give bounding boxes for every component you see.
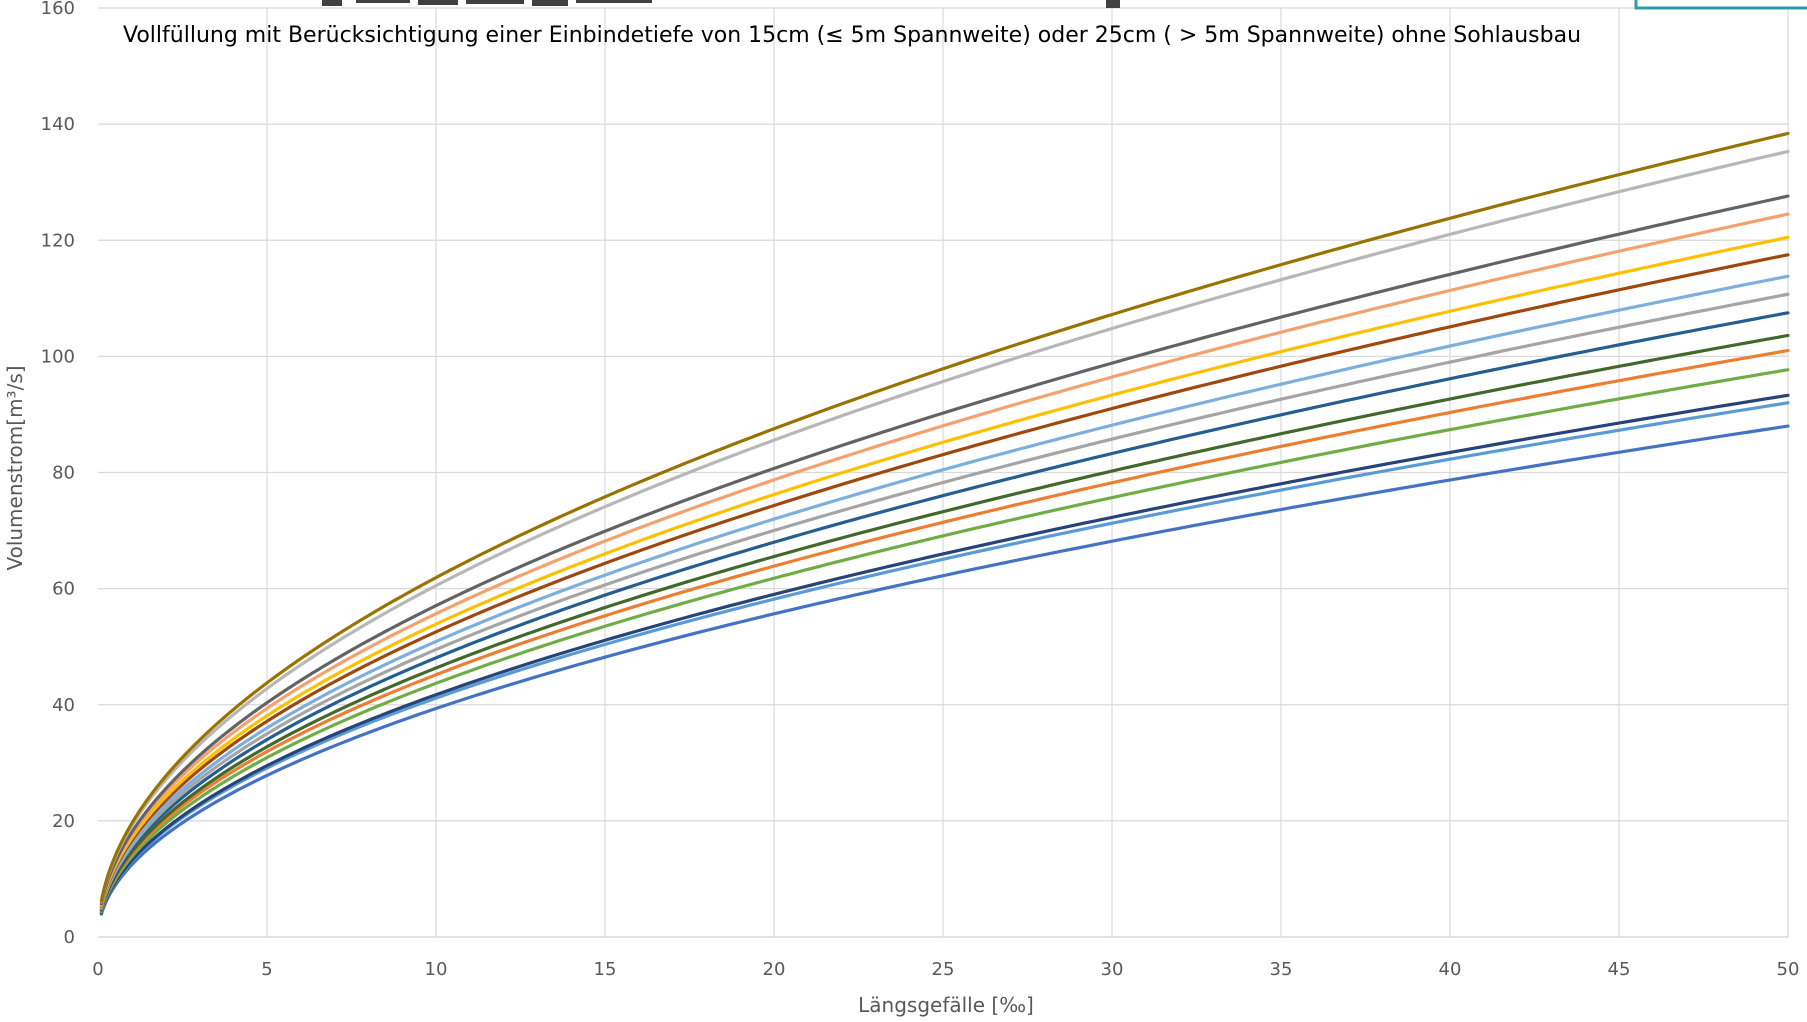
series-line-7: [99, 311, 1790, 911]
x-tick-label: 35: [1270, 959, 1293, 980]
x-tick-labels: 0 5 10 15 20 25 30 35 40 45 50: [92, 959, 1799, 980]
series-line-1: [99, 424, 1790, 916]
y-tick-label: 120: [41, 230, 75, 251]
series-line-5: [99, 348, 1790, 913]
series-line-13: [99, 194, 1790, 906]
x-tick-label: 10: [425, 959, 448, 980]
y-tick-label: 140: [41, 114, 75, 135]
chart-subtitle: Vollfüllung mit Berücksichtigung einer E…: [123, 23, 1581, 48]
x-tick-label: 30: [1101, 959, 1124, 980]
x-tick-label: 50: [1777, 959, 1800, 980]
series-line-15: [99, 131, 1790, 903]
x-tick-label: 40: [1439, 959, 1462, 980]
series-line-10: [99, 253, 1790, 909]
y-tick-label: 40: [52, 695, 75, 716]
y-tick-label: 160: [41, 0, 75, 19]
series-line-14: [99, 149, 1790, 904]
series-line-6: [99, 333, 1790, 912]
y-tick-label: 100: [41, 346, 75, 367]
x-tick-label: 45: [1608, 959, 1631, 980]
series-line-3: [99, 393, 1790, 915]
x-axis-title: Längsgefälle [‰]: [858, 993, 1034, 1017]
y-axis-title: Volumenstrom[m³/s]: [3, 365, 27, 570]
x-tick-label: 25: [932, 959, 955, 980]
x-tick-label: 5: [261, 959, 272, 980]
series-line-12: [99, 212, 1790, 907]
clipped-title-decoration: [322, 0, 1120, 8]
series-line-4: [99, 368, 1790, 914]
series-line-9: [99, 274, 1790, 910]
corner-box: [1634, 0, 1807, 10]
series-line-11: [99, 235, 1790, 908]
y-tick-label: 80: [52, 463, 75, 484]
y-tick-labels: 0 20 40 60 80 100 120 140 160: [41, 0, 75, 948]
series-lines: [99, 131, 1790, 916]
x-tick-label: 20: [763, 959, 786, 980]
x-tick-label: 15: [594, 959, 617, 980]
y-tick-label: 20: [52, 811, 75, 832]
y-tick-label: 60: [52, 579, 75, 600]
y-tick-label: 0: [64, 927, 75, 948]
series-line-8: [99, 292, 1790, 910]
x-tick-label: 0: [92, 959, 103, 980]
